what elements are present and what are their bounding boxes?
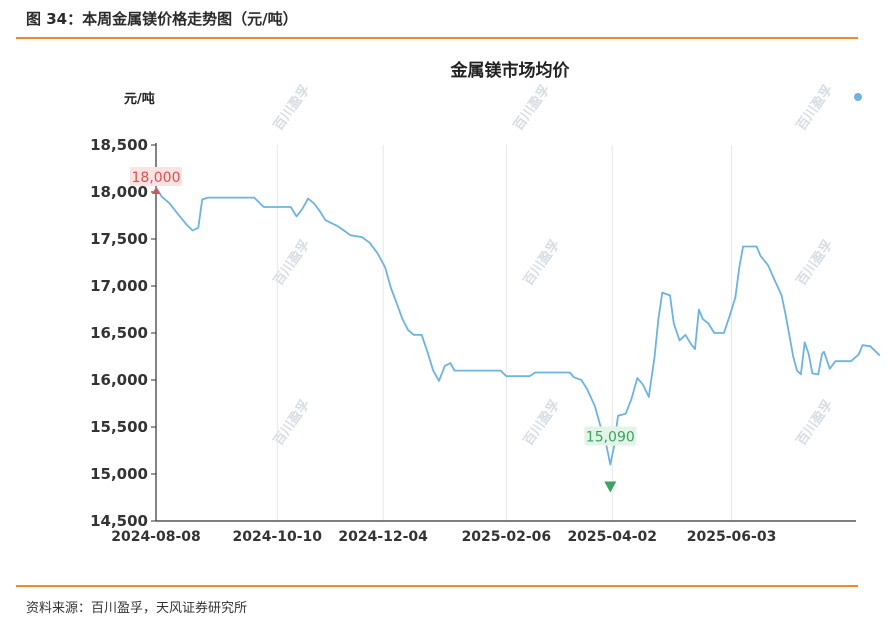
watermark-8: 百川盈孚 — [793, 397, 836, 449]
watermark-0: 百川盈孚 — [270, 82, 313, 134]
y-tick-label-0: 14,500 — [90, 512, 148, 530]
y-tick-label-7: 18,000 — [90, 183, 148, 201]
y-tick-label-2: 15,500 — [90, 418, 148, 436]
watermark-7: 百川盈孚 — [520, 397, 563, 449]
annotation-min-bg — [584, 426, 637, 446]
x-tick-label-2: 2024-12-04 — [338, 529, 428, 545]
x-tick-label-3: 2025-02-06 — [462, 529, 552, 545]
chart-title: 金属镁市场均价 — [450, 60, 571, 81]
watermark-2: 百川盈孚 — [793, 82, 836, 134]
bottom-divider — [16, 585, 858, 587]
y-tick-label-6: 17,500 — [90, 230, 148, 248]
watermark-1: 百川盈孚 — [510, 82, 553, 134]
x-axis-ticks: 2024-08-08 2024-10-10 2024-12-04 2025-02-06… — [111, 529, 776, 545]
watermark-3: 百川盈孚 — [270, 237, 313, 289]
annotation-max: 18,000 — [130, 167, 182, 194]
x-tick-label-4: 2025-04-02 — [567, 529, 657, 545]
annotation-min: 15,090 — [584, 426, 637, 493]
y-axis-unit-label: 元/吨 — [124, 91, 155, 107]
figure-caption: 图 34：本周金属镁价格走势图（元/吨） — [26, 10, 298, 28]
axes — [155, 143, 856, 522]
annotation-min-label: 15,090 — [586, 430, 635, 446]
series-line — [155, 186, 881, 466]
annotations: 18,000 15,090 — [130, 167, 637, 493]
top-divider — [16, 37, 858, 39]
x-tick-label-5: 2025-06-03 — [687, 529, 777, 545]
grid-lines — [276, 145, 733, 521]
x-tick-label-0: 2024-08-08 — [111, 529, 201, 545]
watermark-5: 百川盈孚 — [793, 237, 836, 289]
watermark-6: 百川盈孚 — [270, 397, 313, 449]
x-tick-label-1: 2024-10-10 — [232, 529, 322, 545]
annotation-max-label: 18,000 — [132, 170, 181, 186]
source-note: 资料来源：百川盈孚，天风证券研究所 — [26, 601, 248, 616]
annotation-max-marker-icon — [152, 187, 160, 194]
annotation-max-bg — [130, 167, 182, 186]
y-axis-ticks: 14,500 15,000 15,500 16,000 16,500 17,000 17,5… — [90, 136, 156, 530]
legend-marker-icon — [854, 93, 862, 101]
y-tick-label-8: 18,500 — [90, 136, 148, 154]
y-tick-label-4: 16,500 — [90, 324, 148, 342]
y-tick-label-5: 17,000 — [90, 277, 148, 295]
watermark-4: 百川盈孚 — [520, 237, 563, 289]
y-tick-label-3: 16,000 — [90, 371, 148, 389]
y-tick-label-1: 15,000 — [90, 465, 148, 483]
annotation-min-marker-icon — [604, 481, 617, 493]
